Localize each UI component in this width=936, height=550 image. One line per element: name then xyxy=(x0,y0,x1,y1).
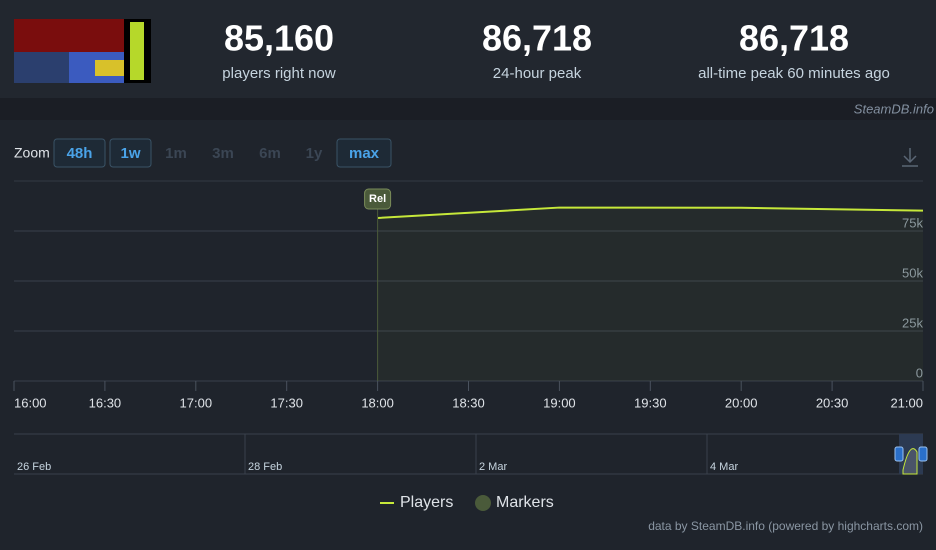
zoom-button[interactable]: 48h xyxy=(67,145,93,162)
x-tick-label: 17:00 xyxy=(180,395,213,410)
stat-value: 86,718 xyxy=(482,18,592,59)
chart-panel xyxy=(0,120,936,550)
credit: data by SteamDB.info (powered by highcha… xyxy=(648,519,923,533)
navigator-handle[interactable] xyxy=(918,446,928,462)
zoom-button[interactable]: 6m xyxy=(259,145,281,162)
stat-value: 86,718 xyxy=(739,18,849,59)
y-tick-label: 0 xyxy=(916,365,923,380)
navigator-label: 4 Mar xyxy=(710,461,738,473)
navigator-label: 26 Feb xyxy=(17,461,51,473)
download-arrow xyxy=(903,155,917,164)
download-icon[interactable] xyxy=(902,148,918,167)
x-tick-label: 16:00 xyxy=(14,395,47,410)
navigator xyxy=(14,433,928,475)
stat-value: 85,160 xyxy=(224,18,334,59)
game-art xyxy=(14,19,151,83)
zoom-button-box[interactable] xyxy=(53,138,106,168)
zoom-button-box[interactable] xyxy=(336,138,392,168)
marker-label: Rel xyxy=(369,193,386,205)
legend-label[interactable]: Markers xyxy=(496,494,554,511)
y-tick-label: 75k xyxy=(902,215,923,230)
line xyxy=(377,206,924,219)
navigator-label: 28 Feb xyxy=(248,461,282,473)
legend-swatch xyxy=(475,495,491,511)
x-tick-label: 20:00 xyxy=(725,395,758,410)
zoom-button[interactable]: max xyxy=(349,145,380,162)
navigator-handle[interactable] xyxy=(894,446,904,462)
navigator-series xyxy=(902,448,918,475)
marker-flag[interactable] xyxy=(364,188,392,210)
zoom-button[interactable]: 3m xyxy=(212,145,234,162)
navigator-label: 2 Mar xyxy=(479,461,507,473)
x-tick-label: 18:30 xyxy=(452,395,485,410)
art-yellow xyxy=(95,60,124,76)
art-logo xyxy=(130,22,144,80)
zoom-button-box[interactable] xyxy=(109,138,152,168)
zoom-label: Zoom xyxy=(14,145,50,161)
x-tick-label: 19:00 xyxy=(543,395,576,410)
y-tick-label: 25k xyxy=(902,315,923,330)
x-tick-label: 16:30 xyxy=(89,395,122,410)
watermark: SteamDB.info xyxy=(854,101,934,116)
zoom-button[interactable]: 1m xyxy=(165,145,187,162)
stat-label: 24-hour peak xyxy=(493,65,582,82)
x-tick-label: 19:30 xyxy=(634,395,667,410)
art-blue xyxy=(14,52,69,83)
zoom-button[interactable]: 1y xyxy=(306,145,323,162)
stat-label: players right now xyxy=(222,65,336,82)
stat-label: all-time peak 60 minutes ago xyxy=(698,65,890,82)
x-tick-label: 20:30 xyxy=(816,395,849,410)
header-panel xyxy=(0,0,936,98)
x-tick-label: 17:30 xyxy=(270,395,303,410)
y-tick-label: 50k xyxy=(902,265,923,280)
legend-label[interactable]: Players xyxy=(400,494,453,511)
area xyxy=(377,207,924,381)
zoom-button[interactable]: 1w xyxy=(120,145,140,162)
x-tick-label: 18:00 xyxy=(361,395,394,410)
x-tick-label: 21:00 xyxy=(890,395,923,410)
